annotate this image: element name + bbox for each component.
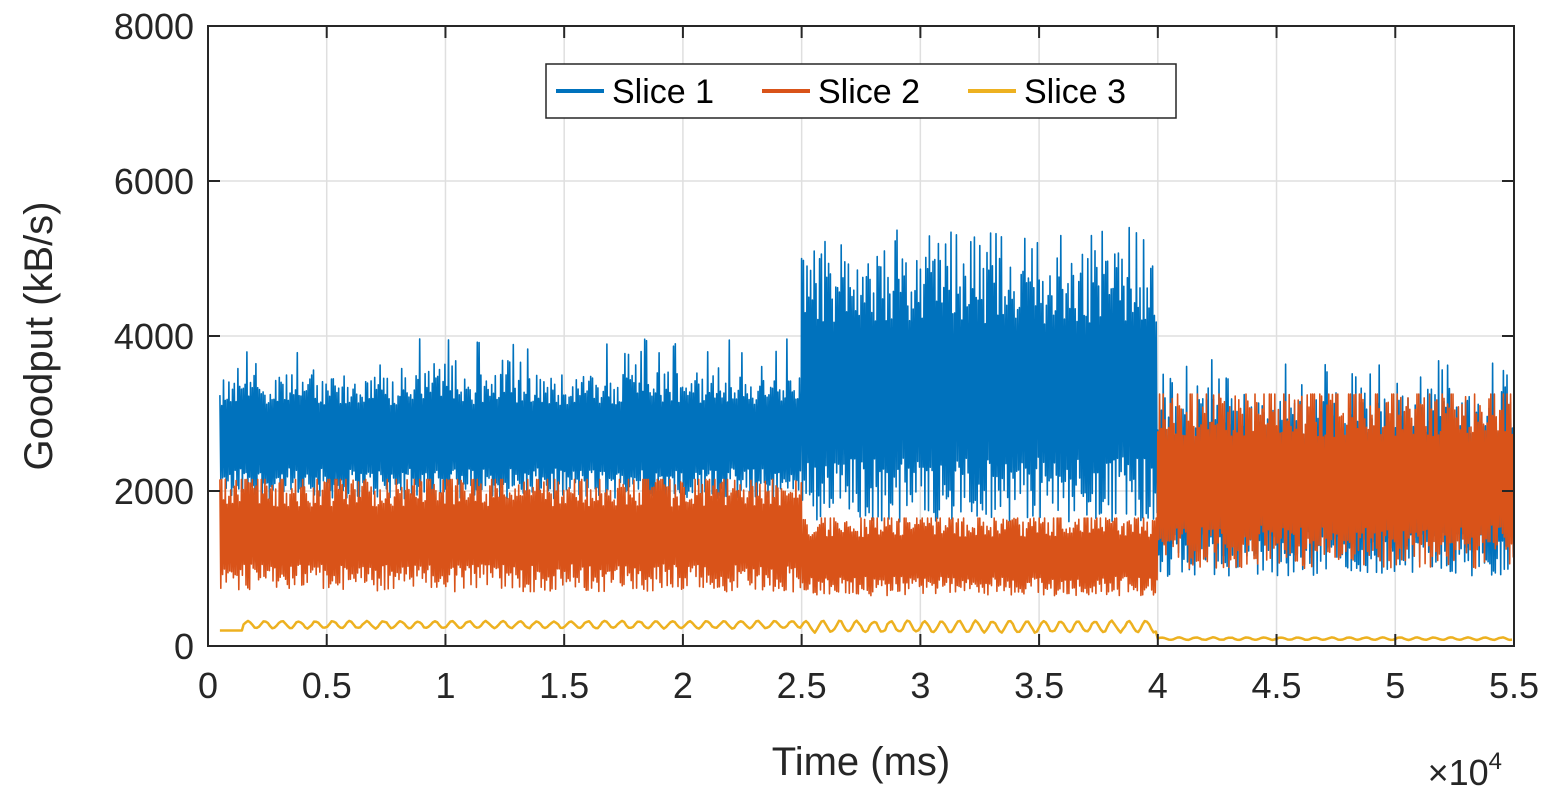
x-tick-label: 0.5	[302, 665, 352, 706]
y-tick-label: 4000	[114, 316, 194, 357]
x-tick-label: 3	[910, 665, 930, 706]
series-area	[219, 226, 1515, 642]
legend-label-slice-1: Slice 1	[612, 73, 714, 111]
x-tick-label: 3.5	[1014, 665, 1064, 706]
x-axis: 0 0.5 1 1.5 2 2.5 3 3.5 4 4.5 5 5.5	[198, 26, 1539, 706]
x-tick-label: 1.5	[539, 665, 589, 706]
legend-box	[545, 63, 1177, 119]
legend-label-slice-2: Slice 2	[818, 73, 920, 111]
x-tick-label: 5.5	[1489, 665, 1539, 706]
legend-label-slice-3: Slice 3	[1024, 73, 1126, 111]
x-tick-label: 1	[435, 665, 455, 706]
x-tick-label: 5	[1385, 665, 1405, 706]
x-tick-label: 2.5	[777, 665, 827, 706]
legend: Slice 1 Slice 2 Slice 3	[545, 63, 1177, 119]
y-axis: 0 2000 4000 6000 8000	[114, 6, 1514, 667]
x-tick-label: 4.5	[1252, 665, 1302, 706]
y-tick-label: 8000	[114, 6, 194, 47]
series-line-slice-2	[219, 393, 1515, 597]
x-tick-label: 4	[1148, 665, 1168, 706]
series-line-slice-3	[219, 619, 1513, 642]
x-tick-label: 2	[673, 665, 693, 706]
y-tick-label: 2000	[114, 471, 194, 512]
x-axis-title: Time (ms)	[772, 740, 950, 784]
x-tick-label: 0	[198, 665, 218, 706]
y-tick-label: 6000	[114, 161, 194, 202]
y-axis-title: Goodput (kB/s)	[17, 201, 61, 470]
y-tick-label: 0	[174, 626, 194, 667]
x-exponent-label: ×104	[1428, 748, 1502, 793]
